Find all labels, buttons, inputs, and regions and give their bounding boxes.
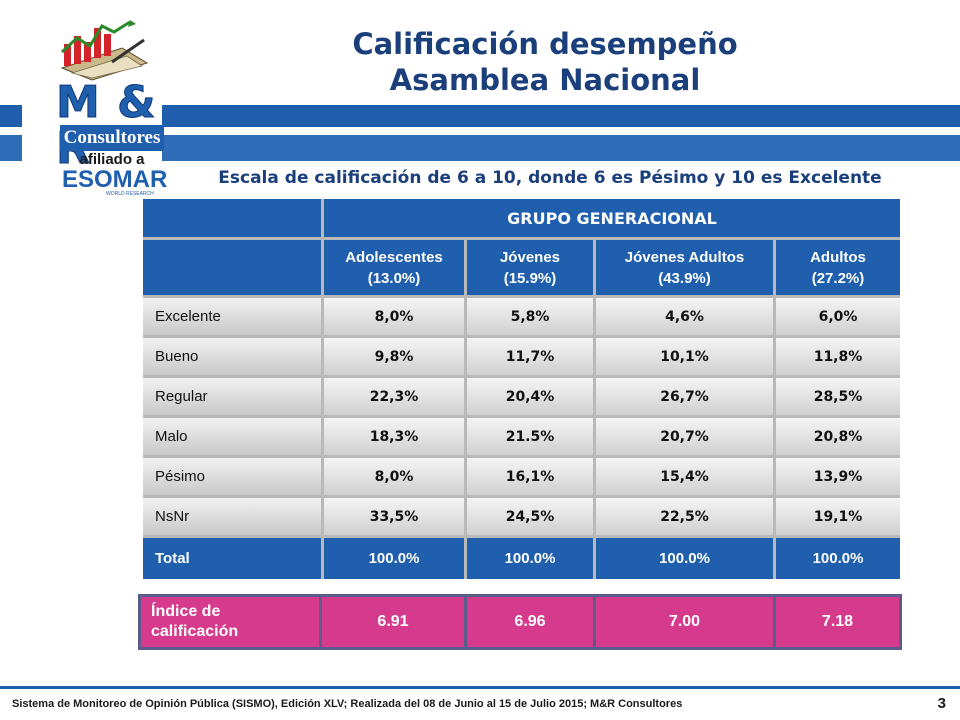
index-value: 6.91 — [322, 597, 464, 647]
index-value: 7.00 — [596, 597, 773, 647]
table-cell: 8,0% — [324, 458, 464, 495]
index-label-line-2: calificación — [151, 623, 239, 640]
rating-index-row: Índice de calificación 6.91 6.96 7.00 7.1… — [138, 594, 902, 650]
table-cell: 24,5% — [467, 498, 593, 535]
table-cell: 9,8% — [324, 338, 464, 375]
page-number: 3 — [937, 695, 946, 712]
page-title: Calificación desempeño Asamblea Nacional — [240, 26, 850, 98]
table-cell: 28,5% — [776, 378, 900, 415]
table-cell: 10,1% — [596, 338, 773, 375]
group-header: GRUPO GENERACIONAL — [324, 199, 900, 237]
column-name: Adolescentes — [345, 248, 443, 266]
table-cell: 11,8% — [776, 338, 900, 375]
table-cell: 26,7% — [596, 378, 773, 415]
column-share: (13.0%) — [367, 269, 421, 287]
column-header-jovenes-adultos: Jóvenes Adultos (43.9%) — [596, 240, 773, 295]
total-cell: 100.0% — [596, 538, 773, 579]
column-header-jovenes: Jóvenes (15.9%) — [467, 240, 593, 295]
title-line-1: Calificación desempeño — [352, 27, 738, 61]
table-cell: 19,1% — [776, 498, 900, 535]
total-cell: 100.0% — [324, 538, 464, 579]
row-label-bueno: Bueno — [143, 338, 321, 375]
title-line-2: Asamblea Nacional — [389, 63, 701, 97]
row-label-excelente: Excelente — [143, 298, 321, 335]
row-label-nsnr: NsNr — [143, 498, 321, 535]
table-cell: 5,8% — [467, 298, 593, 335]
table-cell: 15,4% — [596, 458, 773, 495]
column-header-adolescentes: Adolescentes (13.0%) — [324, 240, 464, 295]
header-stripe-top — [0, 105, 960, 127]
total-cell: 100.0% — [776, 538, 900, 579]
column-header-adultos: Adultos (27.2%) — [776, 240, 900, 295]
company-logo: M & R Consultores afiliado a ESOMAR WORL… — [22, 8, 167, 197]
column-name: Jóvenes — [499, 248, 561, 266]
chart-logo-icon — [60, 20, 149, 81]
column-share: (43.9%) — [658, 269, 711, 287]
table-cell: 20,8% — [776, 418, 900, 455]
esomar-logo-text: ESOMAR — [62, 166, 168, 193]
index-value: 6.96 — [467, 597, 593, 647]
table-cell: 4,6% — [596, 298, 773, 335]
table-corner-top — [143, 199, 321, 237]
header-stripe-gap — [0, 127, 960, 135]
index-value: 7.18 — [776, 597, 899, 647]
table-cell: 22,5% — [596, 498, 773, 535]
table-cell: 16,1% — [467, 458, 593, 495]
table-cell: 6,0% — [776, 298, 900, 335]
column-share: (15.9%) — [503, 269, 557, 287]
table-cell: 20,7% — [596, 418, 773, 455]
table-cell: 21.5% — [467, 418, 593, 455]
footer-divider — [0, 686, 960, 689]
table-cell: 22,3% — [324, 378, 464, 415]
table-cell: 11,7% — [467, 338, 593, 375]
table-cell: 13,9% — [776, 458, 900, 495]
table-cell: 8,0% — [324, 298, 464, 335]
table-corner-bottom — [143, 240, 321, 295]
esomar-sub-text: WORLD RESEARCH — [106, 191, 154, 197]
table-cell: 18,3% — [324, 418, 464, 455]
row-label-total: Total — [143, 538, 321, 579]
column-name: Jóvenes Adultos — [624, 248, 745, 266]
page-subtitle: Escala de calificación de 6 a 10, donde … — [218, 168, 882, 188]
logo-name-text: Consultores — [60, 125, 164, 151]
rating-table: GRUPO GENERACIONAL Adolescentes (13.0%) J… — [143, 199, 900, 579]
row-label-malo: Malo — [143, 418, 321, 455]
total-cell: 100.0% — [467, 538, 593, 579]
footer-source: Sistema de Monitoreo de Opinión Pública … — [12, 698, 683, 710]
row-label-regular: Regular — [143, 378, 321, 415]
index-label-line-1: Índice de — [151, 603, 221, 620]
logo-affiliation-text: afiliado a — [79, 151, 145, 168]
row-label-pesimo: Pésimo — [143, 458, 321, 495]
column-name: Adultos — [810, 248, 866, 266]
table-cell: 20,4% — [467, 378, 593, 415]
index-label: Índice de calificación — [141, 597, 319, 647]
table-cell: 33,5% — [324, 498, 464, 535]
column-share: (27.2%) — [811, 269, 865, 287]
